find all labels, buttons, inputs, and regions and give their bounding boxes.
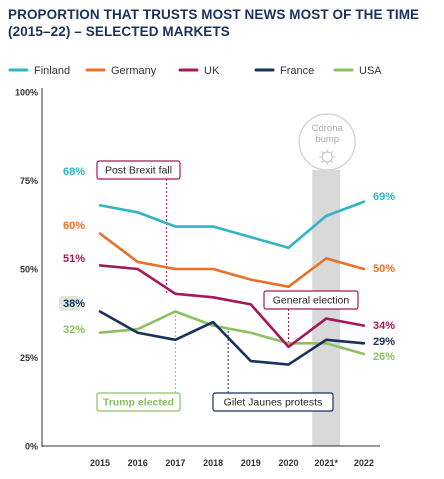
y-tick-label: 50% [20, 265, 38, 275]
y-tick-label: 0% [25, 442, 38, 452]
x-tick-label: 2022 [354, 458, 374, 468]
start-value-label-germany: 60% [63, 220, 85, 232]
legend-label-france: France [280, 65, 314, 77]
chart-title: PROPORTION THAT TRUSTS MOST NEWS MOST OF… [8, 7, 420, 39]
series-line-france [98, 310, 366, 366]
series-line-uk [98, 264, 366, 349]
corona-label-line-2: bump [315, 134, 339, 145]
start-value-label-finland: 68% [63, 166, 85, 178]
x-tick-label: 2019 [241, 458, 261, 468]
legend-label-uk: UK [204, 65, 220, 77]
x-tick-label: 2017 [165, 458, 185, 468]
end-value-label-uk: 34% [373, 320, 395, 332]
end-value-label-finland: 69% [373, 191, 395, 203]
x-tick-label: 2015 [90, 458, 110, 468]
end-value-label-france: 29% [373, 336, 395, 348]
legend-label-finland: Finland [34, 65, 70, 77]
virus-spike [330, 150, 334, 154]
series-line-germany [98, 232, 366, 289]
y-tick-label: 75% [20, 176, 38, 186]
corona-circle [298, 113, 356, 171]
x-tick-label: 2021* [314, 458, 338, 468]
end-value-label-germany: 50% [373, 263, 395, 275]
virus-spike [321, 160, 325, 164]
annotation-label: Post Brexit fall [105, 165, 172, 177]
end-value-label-usa: 26% [373, 351, 395, 363]
series-line-finland [98, 200, 366, 250]
start-label-highlight [59, 296, 81, 311]
x-tick-label: 2020 [278, 458, 298, 468]
legend-label-usa: USA [359, 65, 382, 77]
start-value-label-uk: 51% [63, 253, 85, 265]
annotation-box [263, 290, 359, 310]
start-value-label-france: 38% [63, 298, 85, 310]
x-tick-label: 2016 [128, 458, 148, 468]
legend-label-germany: Germany [111, 65, 157, 77]
virus-spike [330, 160, 334, 164]
annotation-label: General election [273, 295, 350, 307]
annotation-box [96, 392, 181, 412]
annotation-label: Trump elected [103, 397, 174, 409]
x-tick-label: 2018 [203, 458, 223, 468]
annotation-label: Gilet Jaunes protests [224, 397, 323, 409]
annotation-box [96, 160, 181, 180]
y-tick-label: 25% [20, 353, 38, 363]
virus-spike [321, 150, 325, 154]
start-value-label-usa: 32% [63, 324, 85, 336]
corona-label-line-1: Corona [312, 123, 344, 134]
y-tick-label: 100% [15, 88, 38, 98]
annotation-box [212, 392, 334, 412]
